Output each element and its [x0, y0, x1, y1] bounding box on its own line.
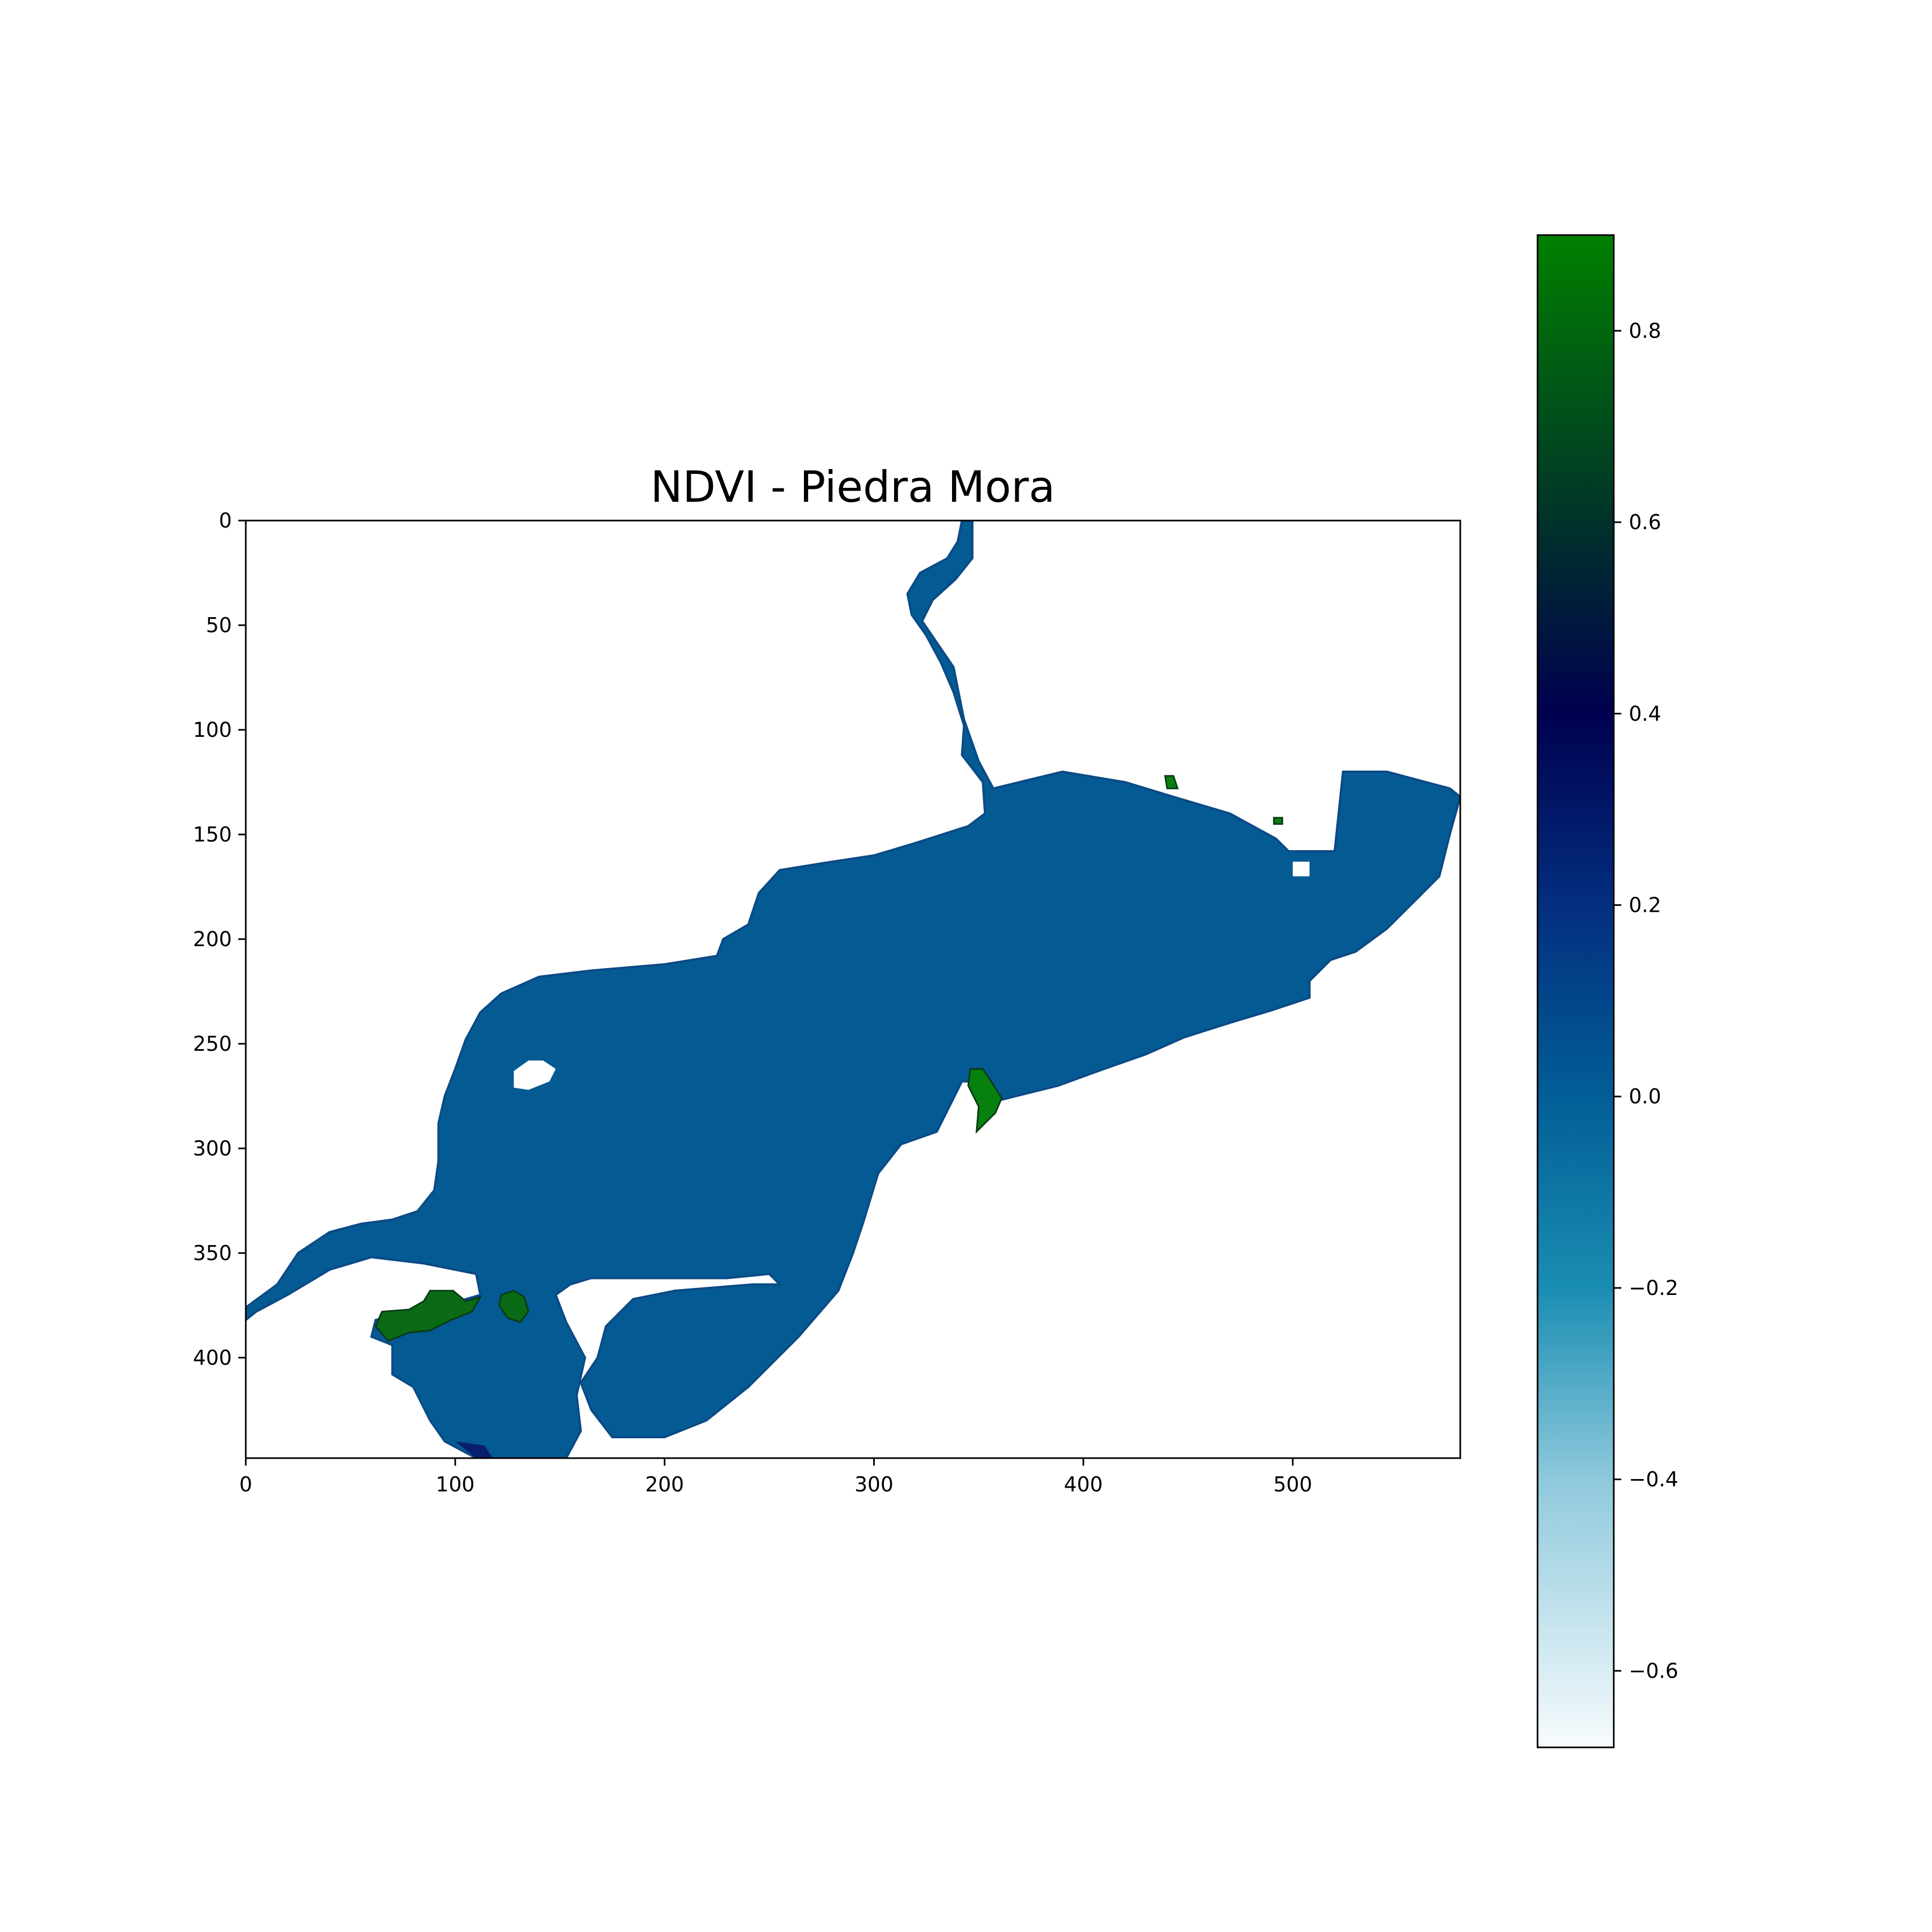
y-tick-label: 300 [193, 1137, 232, 1160]
y-tick-label: 100 [193, 718, 232, 742]
x-tick-label: 300 [854, 1473, 894, 1496]
colorbar-tick-label: −0.6 [1629, 1659, 1678, 1682]
region-vegetation-4 [1164, 775, 1179, 789]
colorbar-tick-label: 0.0 [1629, 1085, 1661, 1108]
y-tick-label: 250 [193, 1032, 232, 1056]
region-vegetation-5 [1273, 817, 1283, 825]
x-tick-label: 0 [239, 1473, 252, 1496]
y-tick-label: 0 [219, 509, 232, 532]
colorbar-tick-label: 0.4 [1629, 702, 1661, 726]
y-tick-label: 400 [193, 1346, 232, 1370]
plot-frame [245, 519, 1461, 1459]
ndvi-image [246, 521, 1460, 1458]
colorbar [1536, 234, 1615, 1748]
colorbar-tick-label: −0.2 [1629, 1276, 1678, 1300]
x-tick-label: 200 [645, 1473, 684, 1496]
colorbar-tick-label: 0.2 [1629, 893, 1661, 917]
x-tick-label: 100 [436, 1473, 475, 1496]
colorbar-axis: −0.6 −0.4 −0.2 0.0 0.2 0.4 0.6 0.8 [1614, 319, 1678, 1682]
colorbar-tick-label: −0.4 [1629, 1468, 1678, 1491]
y-tick-label: 150 [193, 823, 232, 846]
region-water-0 [246, 521, 1460, 1458]
region-vegetation-3 [967, 1068, 1003, 1134]
x-axis: 0 100 200 300 400 500 [239, 1458, 1312, 1496]
y-axis: 0 50 100 150 200 250 300 350 400 [193, 509, 246, 1370]
x-tick-label: 500 [1274, 1473, 1313, 1496]
region-vegetation-1 [375, 1290, 482, 1342]
colorbar-tick-label: 0.8 [1629, 319, 1661, 342]
y-tick-label: 200 [193, 927, 232, 951]
region-vegetation-2 [498, 1290, 530, 1323]
region-dark-shore-8 [455, 1441, 493, 1458]
region-no-data-7 [1292, 861, 1310, 876]
x-tick-label: 400 [1064, 1473, 1103, 1496]
region-no-data-6 [514, 1060, 556, 1090]
colorbar-tick-label: 0.6 [1629, 510, 1661, 534]
y-tick-label: 50 [206, 613, 232, 637]
y-tick-label: 350 [193, 1241, 232, 1265]
chart-title: NDVI - Piedra Mora [650, 462, 1055, 512]
